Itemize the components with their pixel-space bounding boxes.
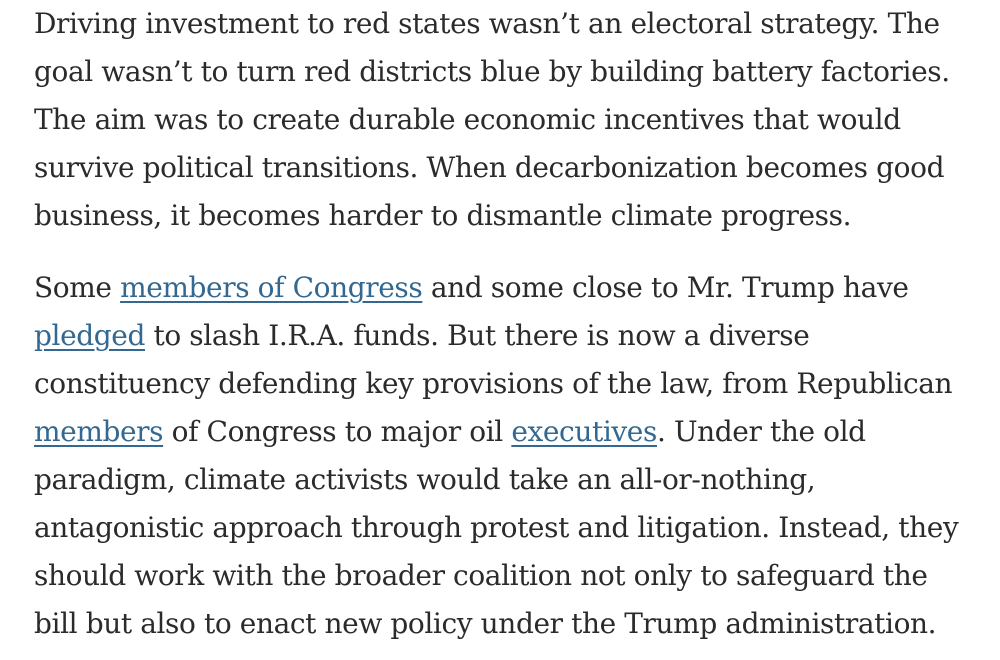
article-body: Driving investment to red states wasn’t …: [34, 0, 994, 648]
text-segment: . Under the old: [656, 415, 866, 448]
executives-link[interactable]: executives: [511, 415, 657, 448]
members-link[interactable]: members: [34, 415, 164, 448]
paragraph-2-line-3: constituency defending key provisions of…: [34, 367, 953, 400]
paragraph-2-line-4: members of Congress to major oil executi…: [34, 408, 994, 456]
paragraph-2: Some members of Congress and some close …: [34, 264, 994, 648]
paragraph-2-line-8: bill but also to enact new policy under …: [34, 607, 937, 640]
paragraph-1-line-4: survive political transitions. When deca…: [34, 151, 945, 184]
paragraph-2-line-1: Some members of Congress and some close …: [34, 264, 994, 312]
members-of-congress-link[interactable]: members of Congress: [120, 271, 423, 304]
paragraph-1-line-1: Driving investment to red states wasn’t …: [34, 7, 940, 40]
text-segment: Some: [34, 271, 121, 304]
paragraph-1-line-3: The aim was to create durable economic i…: [34, 103, 901, 136]
text-segment: to slash I.R.A. funds. But there is now …: [145, 319, 810, 352]
paragraph-2-line-7: should work with the broader coalition n…: [34, 559, 928, 592]
paragraph-1-line-5: business, it becomes harder to dismantle…: [34, 199, 852, 232]
paragraph-2-line-2: pledged to slash I.R.A. funds. But there…: [34, 312, 994, 360]
text-segment: and some close to Mr. Trump have: [422, 271, 909, 304]
paragraph-2-line-5: paradigm, climate activists would take a…: [34, 463, 816, 496]
paragraph-1-line-2: goal wasn’t to turn red districts blue b…: [34, 55, 950, 88]
paragraph-2-line-6: antagonistic approach through protest an…: [34, 511, 959, 544]
text-segment: of Congress to major oil: [163, 415, 512, 448]
paragraph-1: Driving investment to red states wasn’t …: [34, 0, 994, 240]
pledged-link[interactable]: pledged: [34, 319, 145, 352]
